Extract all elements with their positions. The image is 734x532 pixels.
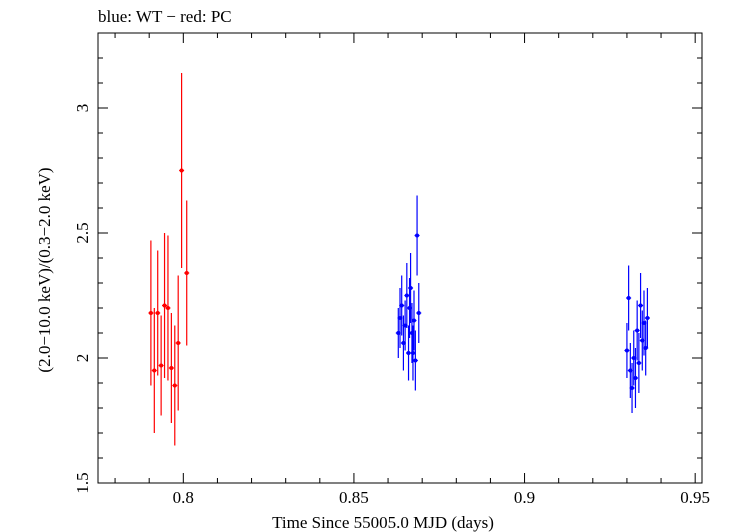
chart-title: blue: WT − red: PC: [98, 7, 232, 26]
pc-point: [162, 303, 167, 308]
wt-point: [410, 351, 415, 355]
wt-point: [404, 293, 409, 298]
x-tick-label: 0.9: [514, 488, 535, 507]
wt-point: [406, 351, 411, 355]
data-points: [148, 168, 650, 390]
wt-point: [628, 368, 633, 373]
x-tick-label: 0.95: [680, 488, 710, 507]
x-tick-label: 0.8: [173, 488, 194, 507]
pc-point: [184, 271, 189, 275]
y-tick-label: 3: [73, 104, 92, 113]
y-tick-label: 2.5: [73, 222, 92, 243]
wt-point: [403, 323, 408, 328]
wt-point: [641, 321, 646, 325]
wt-point: [638, 303, 643, 308]
wt-point: [411, 318, 416, 323]
x-axis-label: Time Since 55005.0 MJD (days): [272, 513, 494, 532]
wt-point: [635, 328, 640, 333]
pc-point: [169, 366, 174, 370]
pc-point: [172, 383, 177, 388]
wt-point: [408, 286, 413, 290]
y-tick-label: 2: [73, 354, 92, 363]
wt-point: [399, 303, 404, 308]
pc-point: [176, 341, 181, 345]
wt-point: [633, 376, 638, 380]
wt-point: [631, 356, 636, 360]
pc-point: [152, 368, 157, 373]
tick-labels: 0.8 0.85 0.9 0.95 1.5 2 2.5 3: [73, 104, 710, 507]
x-tick-label: 0.85: [339, 488, 369, 507]
wt-point: [640, 338, 645, 343]
wt-point: [401, 341, 406, 345]
pc-point: [148, 311, 153, 315]
wt-point: [626, 296, 631, 300]
wt-point: [409, 331, 414, 335]
pc-point: [155, 311, 160, 315]
wt-point: [413, 358, 418, 363]
pc-point: [179, 168, 184, 173]
wt-point: [643, 346, 648, 350]
wt-point: [645, 316, 650, 320]
plot-frame: [97, 32, 703, 484]
pc-point: [159, 363, 164, 368]
wt-point: [396, 331, 401, 335]
wt-point: [630, 386, 635, 390]
wt-point: [636, 361, 641, 365]
y-tick-label: 1.5: [73, 472, 92, 493]
pc-point: [165, 306, 170, 310]
wt-point: [398, 316, 402, 320]
wt-point: [415, 233, 420, 238]
error-bars: [148, 73, 650, 446]
axis-ticks: [98, 32, 702, 484]
wt-point: [624, 348, 629, 353]
wt-point: [416, 311, 421, 315]
y-axis-label: (2.0−10.0 keV)/(0.3−2.0 keV): [35, 167, 54, 372]
wt-point: [407, 306, 412, 310]
